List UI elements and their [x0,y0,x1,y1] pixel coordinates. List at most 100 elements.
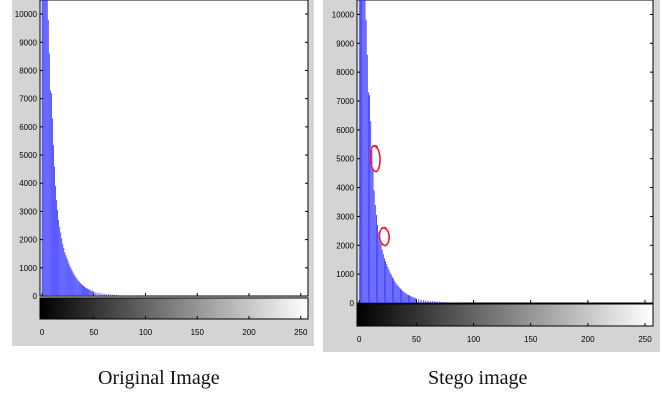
stego-histogram-panel: 0 1000 2000 3000 4000 5000 6000 7000 8000 9000 100… [323,0,660,352]
original-histogram-bar [61,238,63,296]
original-histogram-bar [88,289,90,296]
stego-histogram-bar [388,269,390,303]
stego-histogram-bar [360,0,361,303]
original-histogram-panel: 0 1000 2000 3000 4000 5000 6000 7000 8000 9000 100… [12,0,314,346]
stego-x-tick-label: 150 [524,335,538,344]
stego-histogram-bar [370,121,372,303]
stego-histogram-bar [376,214,377,303]
original-x-tick-label: 50 [89,328,98,337]
original-histogram-bar [86,288,87,296]
original-x-tick-label: 0 [40,328,45,337]
original-histogram-bar [56,200,57,296]
original-histogram-bar [84,286,85,296]
stego-histogram-bar [429,300,431,303]
stego-histogram-bar [434,301,436,303]
original-y-tick-label: 8000 [19,66,37,75]
stego-histogram-bar [372,170,374,303]
original-histogram-bar [78,281,80,296]
stego-y-tick-label: 2000 [336,241,354,250]
original-histogram-bar [69,266,71,296]
stego-histogram-bar [379,238,381,303]
original-histogram-bar [58,219,60,296]
stego-histogram-bar [402,290,404,303]
stego-histogram-bar [401,289,402,303]
original-histogram-bar [85,287,86,296]
stego-histogram-bar [363,0,365,303]
stego-histogram-bar [396,284,398,303]
stego-histogram-bar [378,232,380,303]
original-histogram-bar [114,294,115,296]
stego-y-tick-label: 1000 [336,270,354,279]
original-histogram-bar [80,284,82,296]
original-histogram-bar [50,93,52,297]
stego-histogram-bar [377,225,378,303]
stego-red-annotation-loop [369,144,381,173]
original-plot-area [39,0,309,297]
stego-histogram-bar [373,190,375,303]
stego-histogram-bar [427,300,429,303]
original-histogram-bar [44,0,46,296]
stego-histogram-bar [445,302,447,303]
stego-y-tick-label: 10000 [332,10,355,19]
stego-y-tick-label: 8000 [336,68,354,77]
original-histogram-bar [48,53,50,296]
original-histogram-bar [74,276,76,296]
stego-histogram-bar [432,301,433,303]
original-histogram-bar [120,295,122,296]
original-histogram-bar [73,274,75,296]
stego-histogram-bar [448,302,449,303]
stego-histogram-bar [371,150,373,303]
original-histogram-bar [107,294,109,296]
original-y-tick-label: 5000 [19,151,37,160]
stego-histogram-bar [392,277,393,303]
original-y-tick-label: 4000 [19,179,37,188]
original-histogram-bar [64,252,66,296]
stego-histogram-bar [366,54,368,304]
stego-histogram-bar [394,281,396,303]
stego-histogram-bar [411,296,413,303]
original-histogram-bar [116,294,117,296]
stego-plot-area [356,0,654,304]
stego-x-tick-label: 250 [638,335,652,344]
original-y-tick-label: 2000 [19,236,37,245]
stego-histogram-bar [397,285,399,303]
original-histogram-bar [46,0,48,296]
stego-histogram-bar [358,0,360,303]
original-histogram-bar [112,294,113,296]
stego-histogram-bar [364,0,366,303]
original-histogram-bar [62,243,64,296]
original-histogram-bar [71,270,73,296]
stego-histogram-bar [413,297,415,303]
original-histogram-bar [101,293,103,296]
original-histogram-bar [122,295,124,296]
original-histogram-bar [99,293,101,296]
original-histogram-bar [76,279,78,296]
stego-histogram-bar [441,301,442,303]
original-y-tick-label: 1000 [19,264,37,273]
original-histogram-bar [67,260,69,296]
original-y-tick-label: 6000 [19,123,37,132]
stego-histogram-bar [405,293,407,303]
stego-histogram-bar [410,296,412,303]
original-histogram-bar [105,294,107,296]
stego-histogram-bar [443,302,445,303]
original-histogram-bar [60,232,62,296]
stego-x-tick-label: 50 [412,335,421,344]
stego-histogram-bar [390,274,392,303]
stego-histogram-bar [361,0,362,303]
stego-histogram-bar [404,292,406,303]
stego-histogram-bar [400,288,401,303]
stego-histogram-bar [436,301,438,303]
stego-histogram-bar [386,264,388,303]
stego-histogram-chart: 0100020003000400050006000700080009000100… [332,0,654,344]
stego-histogram-bar [369,95,370,303]
original-histogram-bar [42,0,44,296]
original-histogram-bar [65,255,67,296]
stego-histogram-bar [450,302,452,303]
original-histogram-bar [49,90,51,296]
stego-histogram-bar [380,243,382,303]
stego-y-tick-label: 0 [350,299,355,308]
stego-y-tick-label: 3000 [336,212,354,221]
original-histogram-bar [53,145,54,296]
original-x-tick-label: 150 [191,328,205,337]
